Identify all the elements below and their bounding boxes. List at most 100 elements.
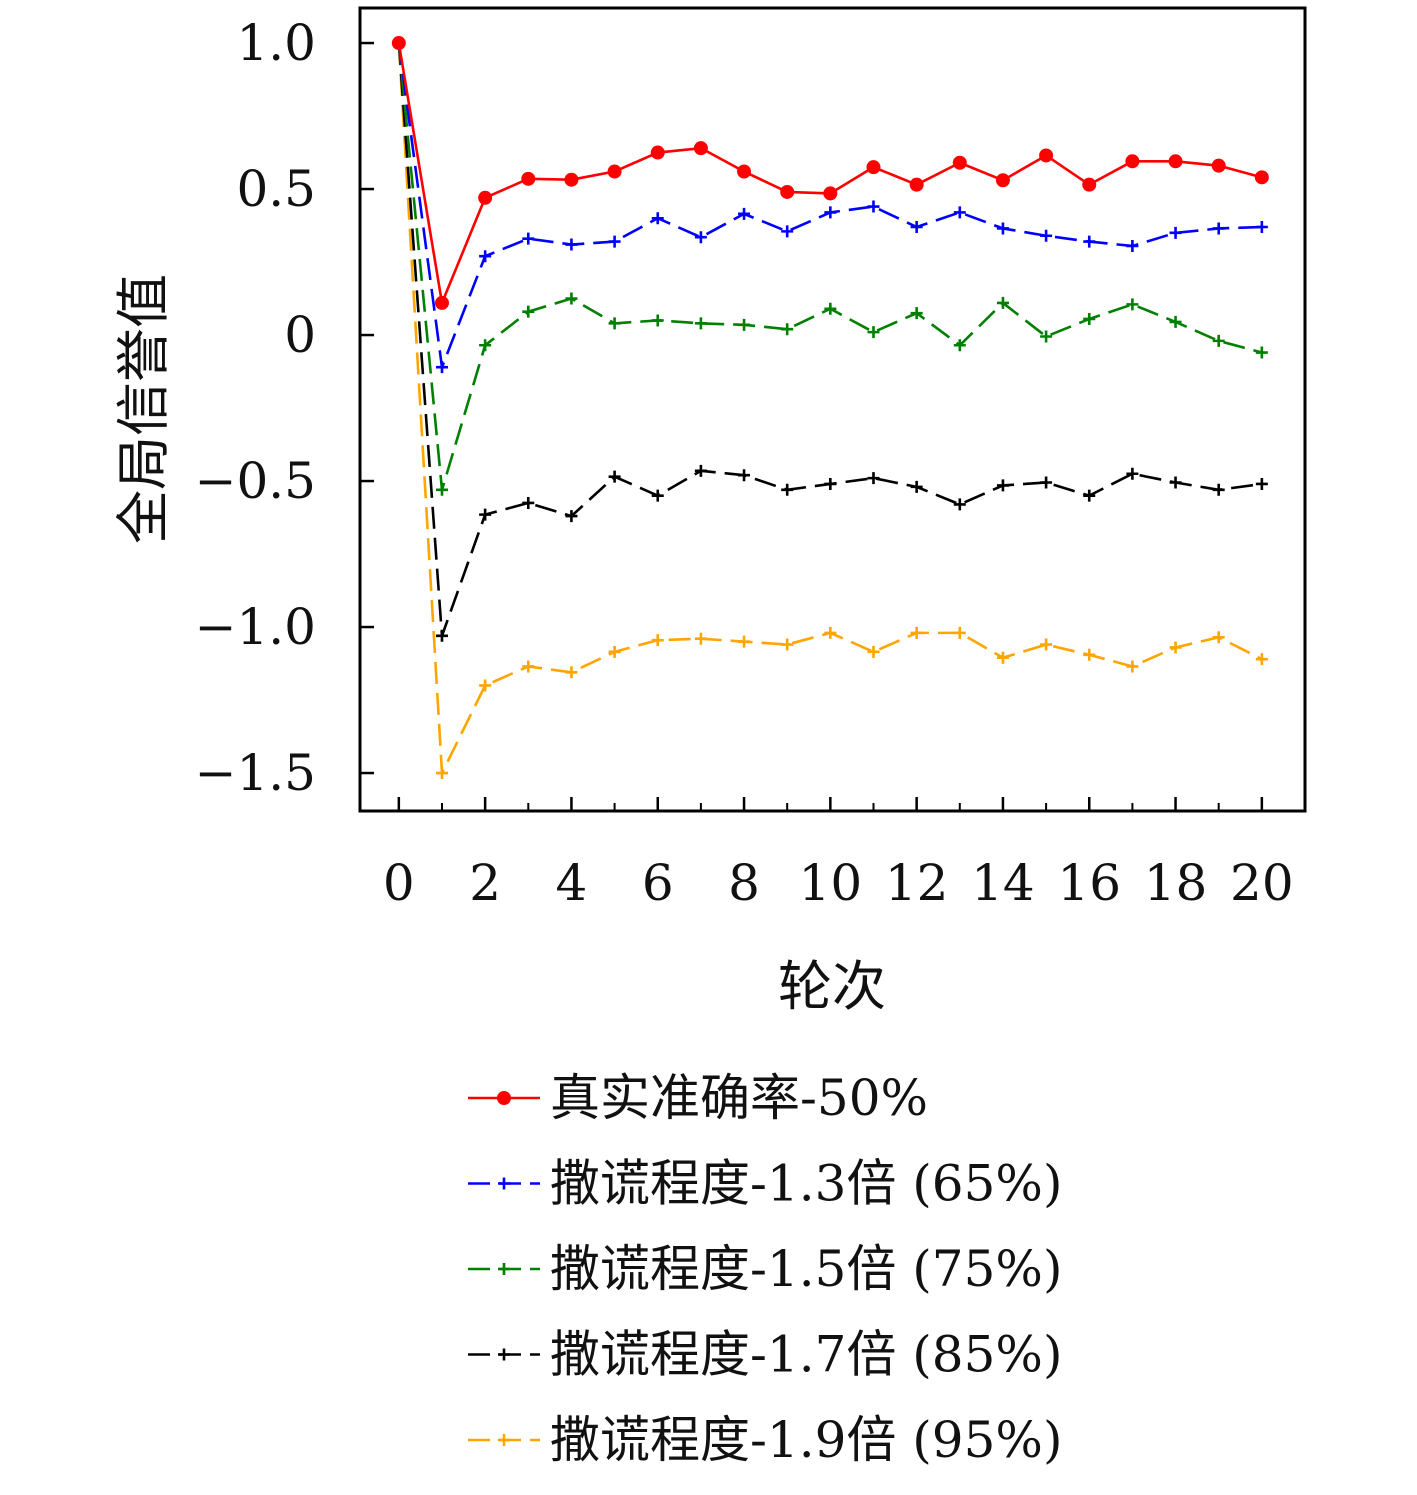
data-point <box>1040 476 1053 489</box>
data-point <box>1254 170 1269 185</box>
data-point <box>521 171 536 186</box>
data-point <box>479 508 492 521</box>
legend-entry: 真实准确率-50% <box>468 1069 928 1127</box>
data-point <box>522 305 535 318</box>
series-0 <box>391 36 1269 310</box>
series-line <box>397 42 1262 369</box>
data-point <box>694 317 707 330</box>
y-axis: 1.0 0.5 0 −0.5 −1.0 −1.5 <box>195 14 374 802</box>
data-point <box>738 635 751 648</box>
series-line <box>397 42 1263 638</box>
data-point <box>953 498 966 511</box>
x-tick-label: 20 <box>1230 854 1294 912</box>
data-point <box>1255 477 1268 490</box>
data-point <box>952 155 967 170</box>
plot-frame <box>358 6 1307 813</box>
data-point <box>867 200 880 213</box>
data-point <box>867 472 880 485</box>
data-point <box>435 483 448 496</box>
data-point <box>651 314 664 327</box>
data-point <box>953 626 966 639</box>
legend-label: 撒谎程度-1.5倍 (75%) <box>550 1240 1062 1298</box>
data-point <box>1169 476 1182 489</box>
data-point <box>694 231 707 244</box>
series-layer <box>391 36 1269 780</box>
data-point <box>910 480 923 493</box>
data-point <box>867 645 880 658</box>
legend-marker <box>498 1434 510 1446</box>
legend-entry: 撒谎程度-1.7倍 (85%) <box>468 1326 1062 1384</box>
data-point <box>1040 330 1053 343</box>
x-axis: 0 2 4 6 8 10 12 14 16 18 20 <box>383 797 1294 912</box>
data-point <box>910 307 923 320</box>
y-tick-label: 0 <box>284 306 316 364</box>
data-point <box>1083 489 1096 502</box>
data-point <box>1212 222 1225 235</box>
data-point <box>522 496 535 509</box>
data-point <box>866 160 881 175</box>
data-point <box>823 186 838 201</box>
legend: 真实准确率-50% 撒谎程度-1.3倍 (65%) 撒谎程度-1.5倍 (75%) 撒… <box>468 1069 1062 1469</box>
data-point <box>1255 221 1268 233</box>
x-tick-label: 16 <box>1057 854 1121 912</box>
legend-label: 撒谎程度-1.3倍 (65%) <box>550 1155 1062 1213</box>
data-point <box>1212 334 1225 347</box>
data-point <box>694 632 707 645</box>
legend-entry: 撒谎程度-1.3倍 (65%) <box>468 1155 1062 1213</box>
legend-entry: 撒谎程度-1.5倍 (75%) <box>468 1240 1062 1298</box>
data-point <box>1126 239 1139 252</box>
data-point <box>1169 641 1182 654</box>
y-tick-label: 0.5 <box>236 160 316 218</box>
data-point <box>478 190 493 205</box>
data-point <box>1212 631 1225 644</box>
data-point <box>824 477 837 490</box>
data-point <box>1082 177 1097 192</box>
data-point <box>738 469 751 482</box>
data-point <box>565 666 578 679</box>
data-point <box>1212 483 1225 496</box>
data-point <box>824 302 837 315</box>
data-point <box>522 232 535 245</box>
data-point <box>607 164 622 179</box>
data-point <box>479 679 492 692</box>
data-point <box>435 767 448 780</box>
data-point <box>1126 660 1139 673</box>
data-point <box>1169 226 1182 239</box>
data-point <box>1083 235 1096 248</box>
data-point <box>434 295 449 310</box>
series-1 <box>392 37 1268 374</box>
data-point <box>995 173 1010 188</box>
x-tick-label: 12 <box>885 854 949 912</box>
data-point <box>1126 467 1139 480</box>
data-point <box>1040 638 1053 651</box>
y-tick-label: 1.0 <box>236 14 316 72</box>
data-point <box>391 36 406 51</box>
series-4 <box>392 37 1268 780</box>
x-tick-label: 10 <box>799 854 863 912</box>
legend-entry: 撒谎程度-1.9倍 (95%) <box>468 1411 1062 1469</box>
data-point <box>953 339 966 352</box>
data-point <box>1125 154 1140 169</box>
data-point <box>1083 648 1096 661</box>
legend-marker <box>498 1177 510 1190</box>
series-line <box>397 42 1263 492</box>
data-point <box>651 634 664 647</box>
data-point <box>522 660 535 673</box>
data-point <box>693 141 708 156</box>
x-tick-label: 4 <box>556 854 588 912</box>
data-point <box>738 207 751 220</box>
x-axis-title: 轮次 <box>778 955 886 1018</box>
data-point <box>1255 653 1268 666</box>
x-tick-label: 0 <box>383 854 415 912</box>
data-point <box>608 235 621 248</box>
data-point <box>867 326 880 339</box>
data-point <box>565 292 578 305</box>
data-point <box>824 626 837 639</box>
legend-marker <box>497 1091 511 1105</box>
data-point <box>996 222 1009 235</box>
x-tick-label: 8 <box>728 854 760 912</box>
data-point <box>608 645 621 658</box>
data-point <box>824 206 837 219</box>
legend-label: 撒谎程度-1.9倍 (95%) <box>550 1411 1062 1469</box>
data-point <box>781 225 794 238</box>
